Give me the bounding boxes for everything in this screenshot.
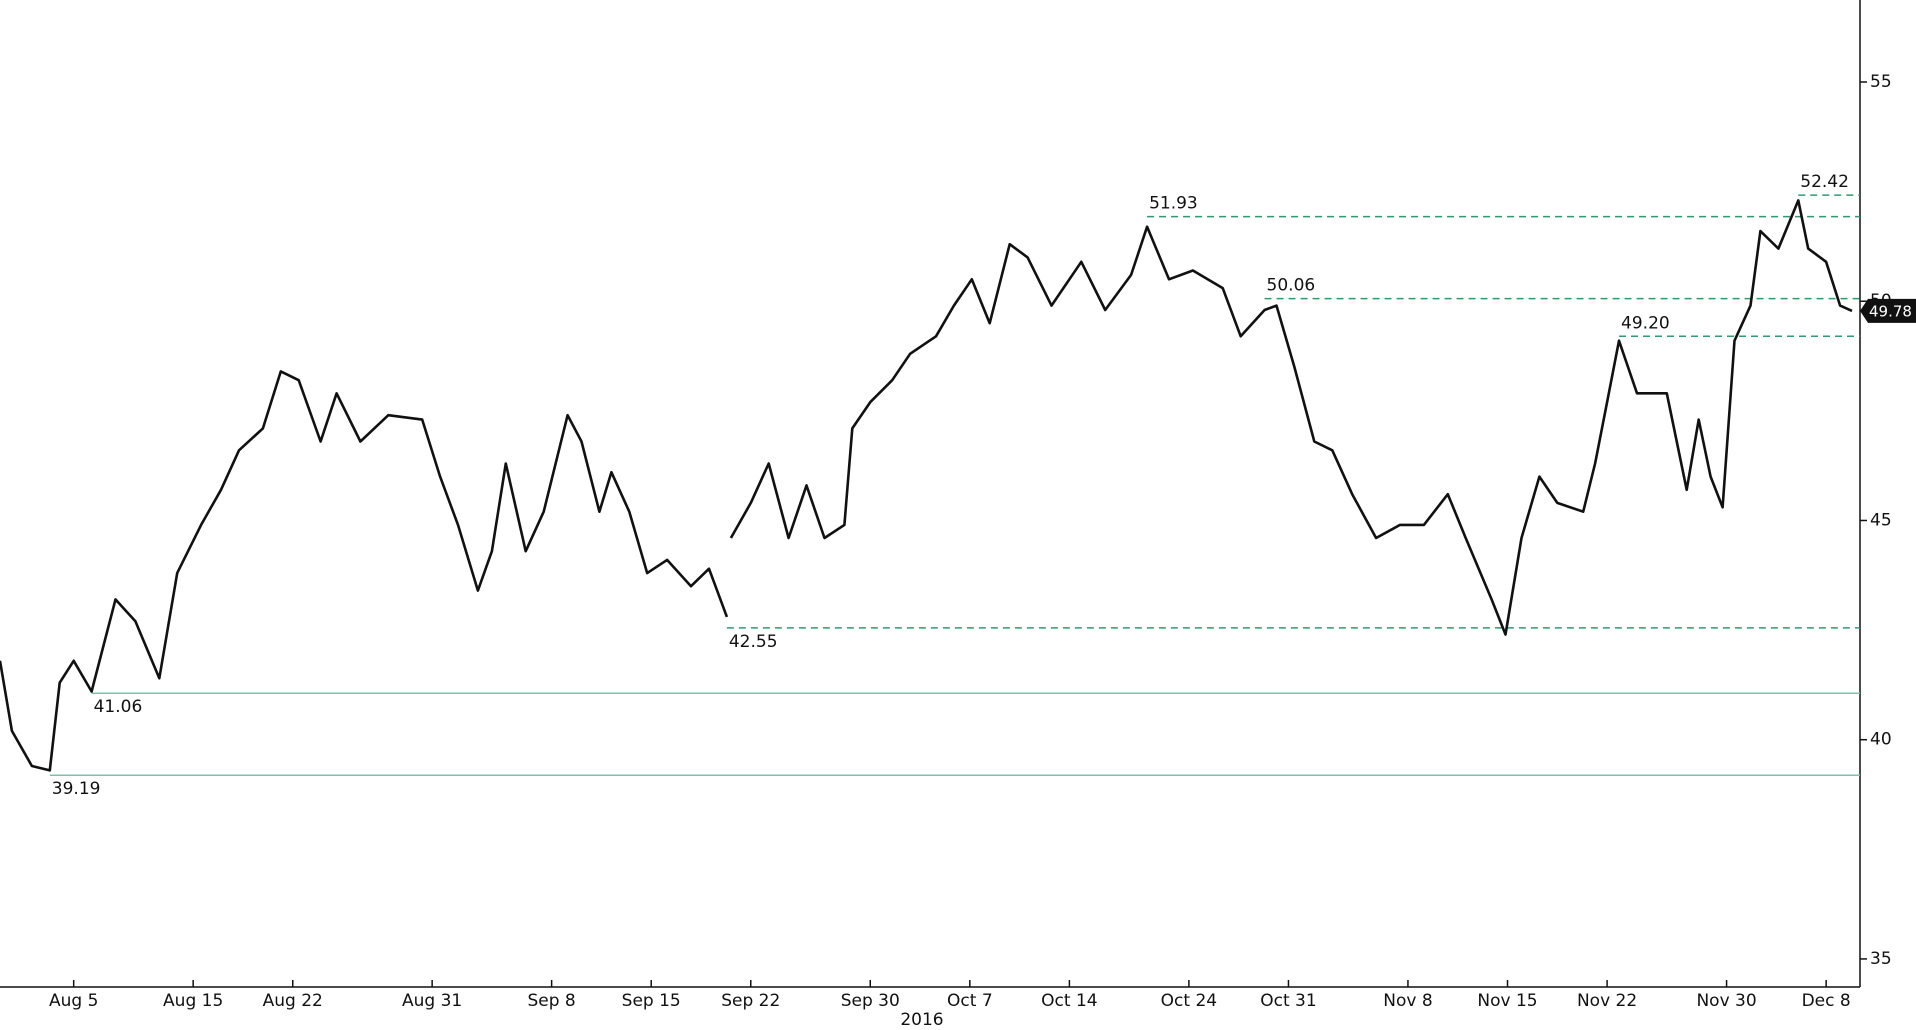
x-tick-label: Sep 22 bbox=[721, 991, 780, 1011]
level-label: 50.06 bbox=[1267, 276, 1316, 296]
x-tick-label: Nov 30 bbox=[1696, 991, 1756, 1011]
x-tick-label: Nov 15 bbox=[1477, 991, 1537, 1011]
level-label: 39.19 bbox=[52, 779, 101, 799]
level-label: 49.20 bbox=[1621, 313, 1670, 333]
x-tick-label: Aug 5 bbox=[49, 991, 98, 1011]
level-label: 42.55 bbox=[729, 632, 778, 652]
x-tick-label: Aug 22 bbox=[263, 991, 323, 1011]
x-tick-label: Aug 31 bbox=[402, 991, 462, 1011]
x-tick-label: Sep 30 bbox=[841, 991, 900, 1011]
y-tick-label: 40 bbox=[1870, 730, 1892, 750]
x-tick-label: Aug 15 bbox=[163, 991, 223, 1011]
level-label: 52.42 bbox=[1800, 172, 1849, 192]
x-tick-label: Nov 8 bbox=[1383, 991, 1432, 1011]
last-price-tag bbox=[1860, 298, 1916, 323]
x-tick-label: Sep 15 bbox=[622, 991, 681, 1011]
x-tick-label: Oct 14 bbox=[1041, 991, 1097, 1011]
y-tick-label: 55 bbox=[1870, 72, 1892, 92]
x-tick-label: Oct 24 bbox=[1161, 991, 1217, 1011]
last-price-label: 49.78 bbox=[1869, 302, 1912, 320]
x-tick-label: Dec 8 bbox=[1802, 991, 1851, 1011]
x-tick-label: Nov 22 bbox=[1577, 991, 1637, 1011]
level-label: 51.93 bbox=[1149, 194, 1198, 214]
x-tick-label: Oct 7 bbox=[947, 991, 993, 1011]
x-axis-label: 2016 bbox=[900, 1010, 943, 1030]
x-tick-label: Sep 8 bbox=[527, 991, 575, 1011]
y-tick-label: 35 bbox=[1870, 949, 1892, 969]
level-label: 41.06 bbox=[94, 697, 143, 717]
x-tick-label: Oct 31 bbox=[1260, 991, 1316, 1011]
price-line bbox=[0, 199, 1853, 772]
y-tick-label: 45 bbox=[1870, 510, 1892, 530]
